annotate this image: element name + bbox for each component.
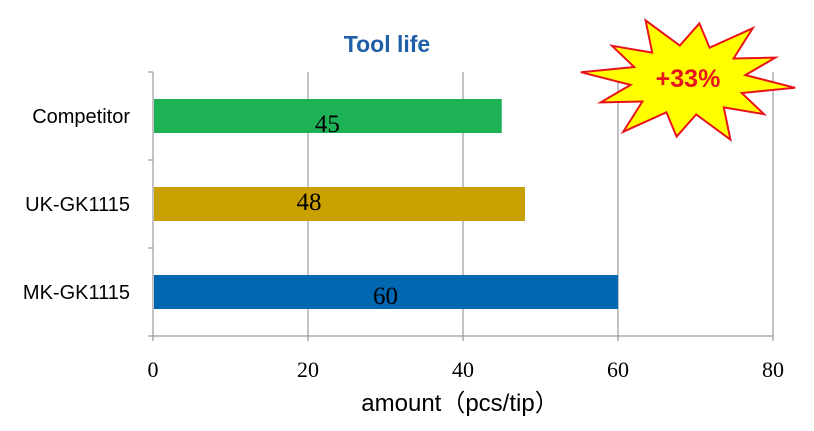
category-label: Competitor: [32, 106, 130, 128]
starburst-shape: [580, 18, 796, 142]
x-tick-label: 20: [297, 357, 319, 382]
x-tick-label: 60: [607, 357, 629, 382]
x-tick-label: 80: [762, 357, 784, 382]
bar: [154, 187, 525, 221]
category-label: UK-GK1115: [25, 194, 130, 216]
x-tick-label: 40: [452, 357, 474, 382]
bar: [154, 99, 502, 133]
x-tick-label: 0: [148, 357, 159, 382]
data-label: 48: [297, 189, 322, 216]
x-axis-label: amount（pcs/tip）: [361, 390, 558, 417]
bar: [154, 275, 618, 309]
category-labels: Competitor UK-GK1115 MK-GK1115: [23, 106, 130, 304]
data-label: 60: [373, 283, 398, 310]
chart-title: Tool life: [344, 31, 430, 57]
data-labels: 45 48 60: [297, 111, 399, 310]
bars: [154, 99, 618, 309]
callout-text: +33%: [656, 65, 721, 93]
data-label: 45: [315, 111, 340, 138]
x-tick-labels: 0 20 40 60 80: [148, 357, 785, 382]
callout-burst: +33%: [580, 18, 796, 142]
category-label: MK-GK1115: [23, 282, 130, 304]
